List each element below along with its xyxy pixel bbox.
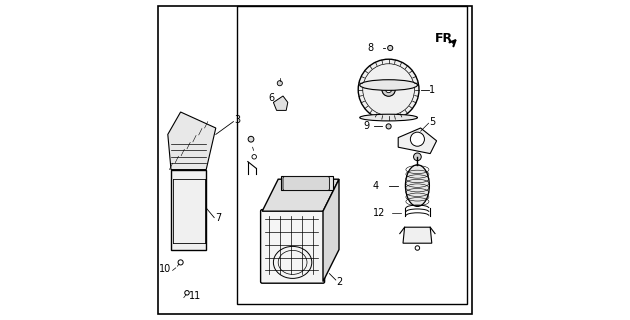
Text: 10: 10	[159, 264, 171, 274]
Circle shape	[185, 291, 189, 295]
Text: 1: 1	[429, 84, 435, 95]
Text: 6: 6	[268, 92, 275, 103]
Circle shape	[382, 83, 395, 96]
Ellipse shape	[360, 114, 418, 121]
Text: FR.: FR.	[435, 32, 458, 45]
Circle shape	[386, 124, 391, 129]
Text: 2: 2	[336, 276, 343, 287]
Polygon shape	[282, 176, 333, 190]
Polygon shape	[398, 128, 437, 154]
Circle shape	[386, 87, 392, 93]
Circle shape	[358, 59, 419, 120]
Polygon shape	[168, 112, 216, 170]
Text: 5: 5	[430, 117, 436, 127]
Bar	[237, 6, 467, 304]
Circle shape	[413, 153, 421, 161]
Circle shape	[410, 132, 425, 146]
Text: 11: 11	[188, 291, 201, 301]
Circle shape	[252, 155, 256, 159]
Polygon shape	[323, 179, 339, 282]
FancyBboxPatch shape	[283, 177, 329, 190]
Text: 3: 3	[234, 115, 241, 125]
FancyBboxPatch shape	[261, 210, 324, 283]
Circle shape	[415, 246, 420, 250]
Polygon shape	[171, 170, 206, 250]
Ellipse shape	[405, 165, 430, 206]
Polygon shape	[262, 179, 339, 211]
Polygon shape	[403, 227, 432, 243]
Circle shape	[387, 45, 392, 51]
Circle shape	[248, 136, 254, 142]
Circle shape	[178, 260, 183, 265]
Text: 7: 7	[215, 212, 221, 223]
Ellipse shape	[360, 80, 418, 90]
Text: 12: 12	[373, 208, 386, 218]
Text: 4: 4	[373, 180, 379, 191]
Circle shape	[277, 81, 282, 86]
Text: 9: 9	[363, 121, 369, 132]
Polygon shape	[273, 96, 288, 110]
Text: 8: 8	[368, 43, 374, 53]
